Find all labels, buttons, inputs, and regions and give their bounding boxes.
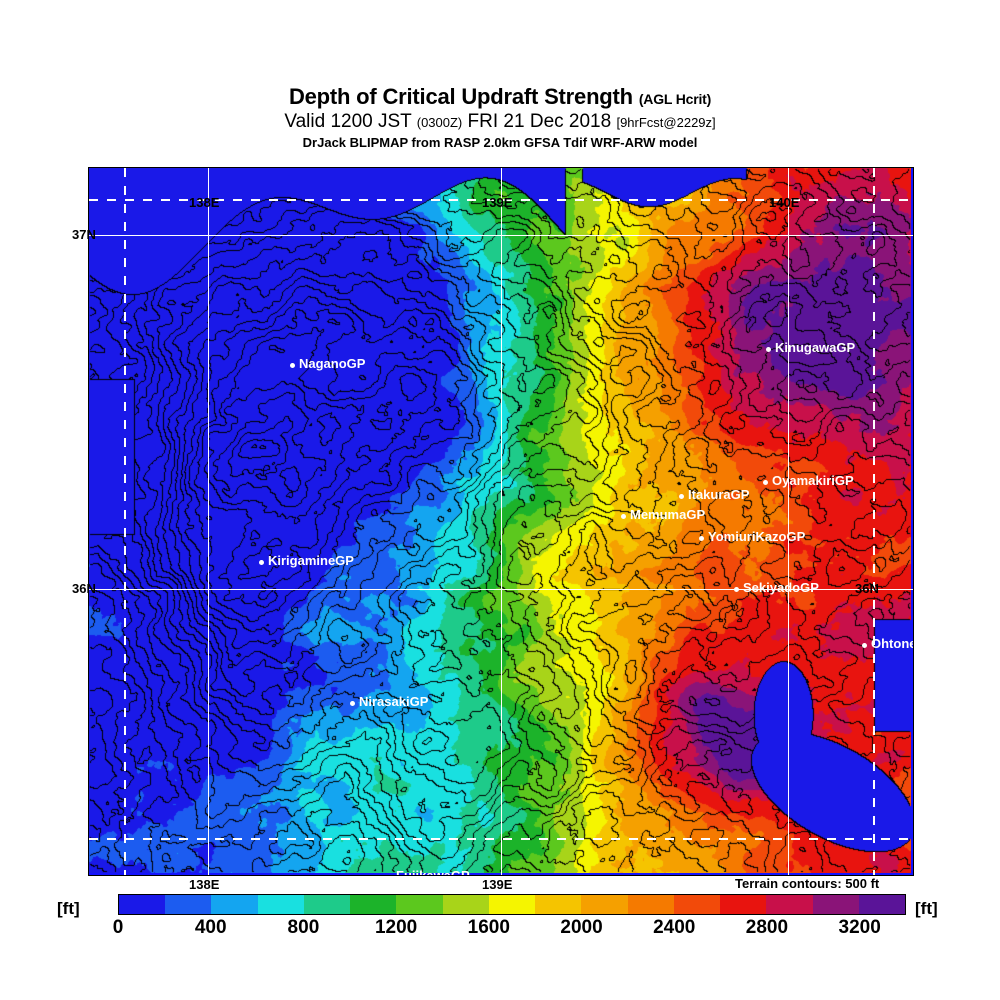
- site-label-memumagp[interactable]: MemumaGP: [630, 507, 706, 522]
- domain-boundary-v-1: [873, 168, 875, 875]
- site-label-fujikawagp[interactable]: FujikawaGP: [396, 868, 470, 876]
- lat-label-left-1: 36N: [72, 581, 96, 596]
- scale-tick-400: 400: [194, 917, 227, 938]
- scale-tick-800: 800: [287, 917, 320, 938]
- scale-tick-2000: 2000: [560, 917, 603, 938]
- meridian-line-2: [788, 168, 789, 875]
- color-band-10: [581, 895, 628, 914]
- scale-tick-2400: 2400: [653, 917, 696, 938]
- valid-prefix: Valid 1200 JST: [284, 111, 412, 132]
- color-band-9: [535, 895, 582, 914]
- color-band-13: [720, 895, 767, 914]
- color-band-2: [211, 895, 258, 914]
- domain-boundary-h-0: [89, 199, 913, 201]
- lon-label-top-1: 139E: [482, 195, 513, 210]
- site-label-kirigaminegp[interactable]: KirigamineGP: [268, 553, 354, 568]
- color-band-5: [350, 895, 397, 914]
- site-label-ohtone[interactable]: Ohtone: [871, 636, 914, 651]
- color-scale-bar: [118, 894, 906, 915]
- color-band-15: [812, 895, 859, 914]
- color-band-11: [627, 895, 674, 914]
- site-dot-memumagp[interactable]: [621, 514, 626, 519]
- color-band-1: [165, 895, 212, 914]
- scale-tick-0: 0: [112, 917, 124, 938]
- lat-label-left-0: 37N: [72, 227, 96, 242]
- unit-label-left: [ft]: [57, 899, 80, 918]
- scale-tick-1600: 1600: [467, 917, 510, 938]
- site-label-nirasakigp[interactable]: NirasakiGP: [359, 694, 429, 709]
- color-band-12: [673, 895, 721, 914]
- title-main-text: Depth of Critical Updraft Strength: [288, 84, 633, 109]
- terrain-contour-note: Terrain contours: 500 ft: [735, 876, 880, 891]
- color-band-0: [119, 895, 166, 914]
- parallel-line-0: [89, 235, 913, 236]
- valid-date: FRI 21 Dec 2018: [467, 111, 612, 132]
- scale-tick-3200: 3200: [838, 917, 881, 938]
- site-dot-fujikawagp[interactable]: [387, 875, 392, 876]
- site-dot-kirigaminegp[interactable]: [259, 560, 264, 565]
- lon-label-bottom-1: 139E: [482, 877, 513, 892]
- meridian-line-0: [208, 168, 209, 875]
- site-label-itakuragp[interactable]: ItakuraGP: [688, 487, 750, 502]
- color-band-3: [257, 895, 304, 914]
- site-dot-nirasakigp[interactable]: [350, 701, 355, 706]
- lon-label-bottom-0: 138E: [189, 877, 220, 892]
- model-credit: DrJack BLIPMAP from RASP 2.0km GFSA Tdif…: [302, 135, 698, 150]
- domain-boundary-v-0: [124, 168, 126, 875]
- site-dot-itakuragp[interactable]: [679, 494, 684, 499]
- site-dot-oyamakirigp[interactable]: [763, 480, 768, 485]
- domain-boundary-h-1: [89, 838, 913, 840]
- site-dot-yomiurikazogp[interactable]: [699, 536, 704, 541]
- lat-label-right-0: 36N: [855, 581, 879, 596]
- color-band-8: [488, 895, 536, 914]
- parallel-line-1: [89, 589, 913, 590]
- valid-utc: (0300Z): [416, 115, 463, 130]
- color-band-16: [858, 895, 905, 914]
- site-label-naganogp[interactable]: NaganoGP: [299, 356, 366, 371]
- thermal-depth-raster: [89, 168, 911, 873]
- title-block: Depth of Critical Updraft Strength (AGL …: [0, 84, 1000, 150]
- site-dot-naganogp[interactable]: [290, 363, 295, 368]
- color-band-7: [442, 895, 489, 914]
- color-band-14: [766, 895, 813, 914]
- site-dot-kinugawagp[interactable]: [766, 347, 771, 352]
- color-band-6: [396, 895, 443, 914]
- lon-label-top-2: 140E: [769, 195, 800, 210]
- site-dot-sekiyadogp[interactable]: [734, 587, 739, 592]
- unit-label-right: [ft]: [915, 899, 938, 918]
- map-frame[interactable]: NaganoGP KinugawaGP OyamakiriGP ItakuraGP Me…: [88, 167, 914, 876]
- site-label-oyamakirigp[interactable]: OyamakiriGP: [772, 473, 854, 488]
- scale-tick-1200: 1200: [374, 917, 418, 938]
- color-band-4: [303, 895, 351, 914]
- page-title: Depth of Critical Updraft Strength (AGL …: [0, 84, 1000, 110]
- site-label-yomiurikazogp[interactable]: YomiuriKazoGP: [708, 529, 806, 544]
- meridian-line-1: [501, 168, 502, 875]
- lon-label-top-0: 138E: [189, 195, 220, 210]
- title-superscript: (AGL Hcrit): [638, 91, 712, 107]
- site-label-kinugawagp[interactable]: KinugawaGP: [775, 340, 856, 355]
- site-dot-ohtone[interactable]: [862, 643, 867, 648]
- site-label-sekiyadogp[interactable]: SekiyadoGP: [743, 580, 819, 595]
- scale-tick-2800: 2800: [745, 917, 789, 938]
- forecast-stamp: [9hrFcst@2229z]: [616, 115, 716, 130]
- valid-time-line: Valid 1200 JST (0300Z) FRI 21 Dec 2018 […: [0, 111, 1000, 133]
